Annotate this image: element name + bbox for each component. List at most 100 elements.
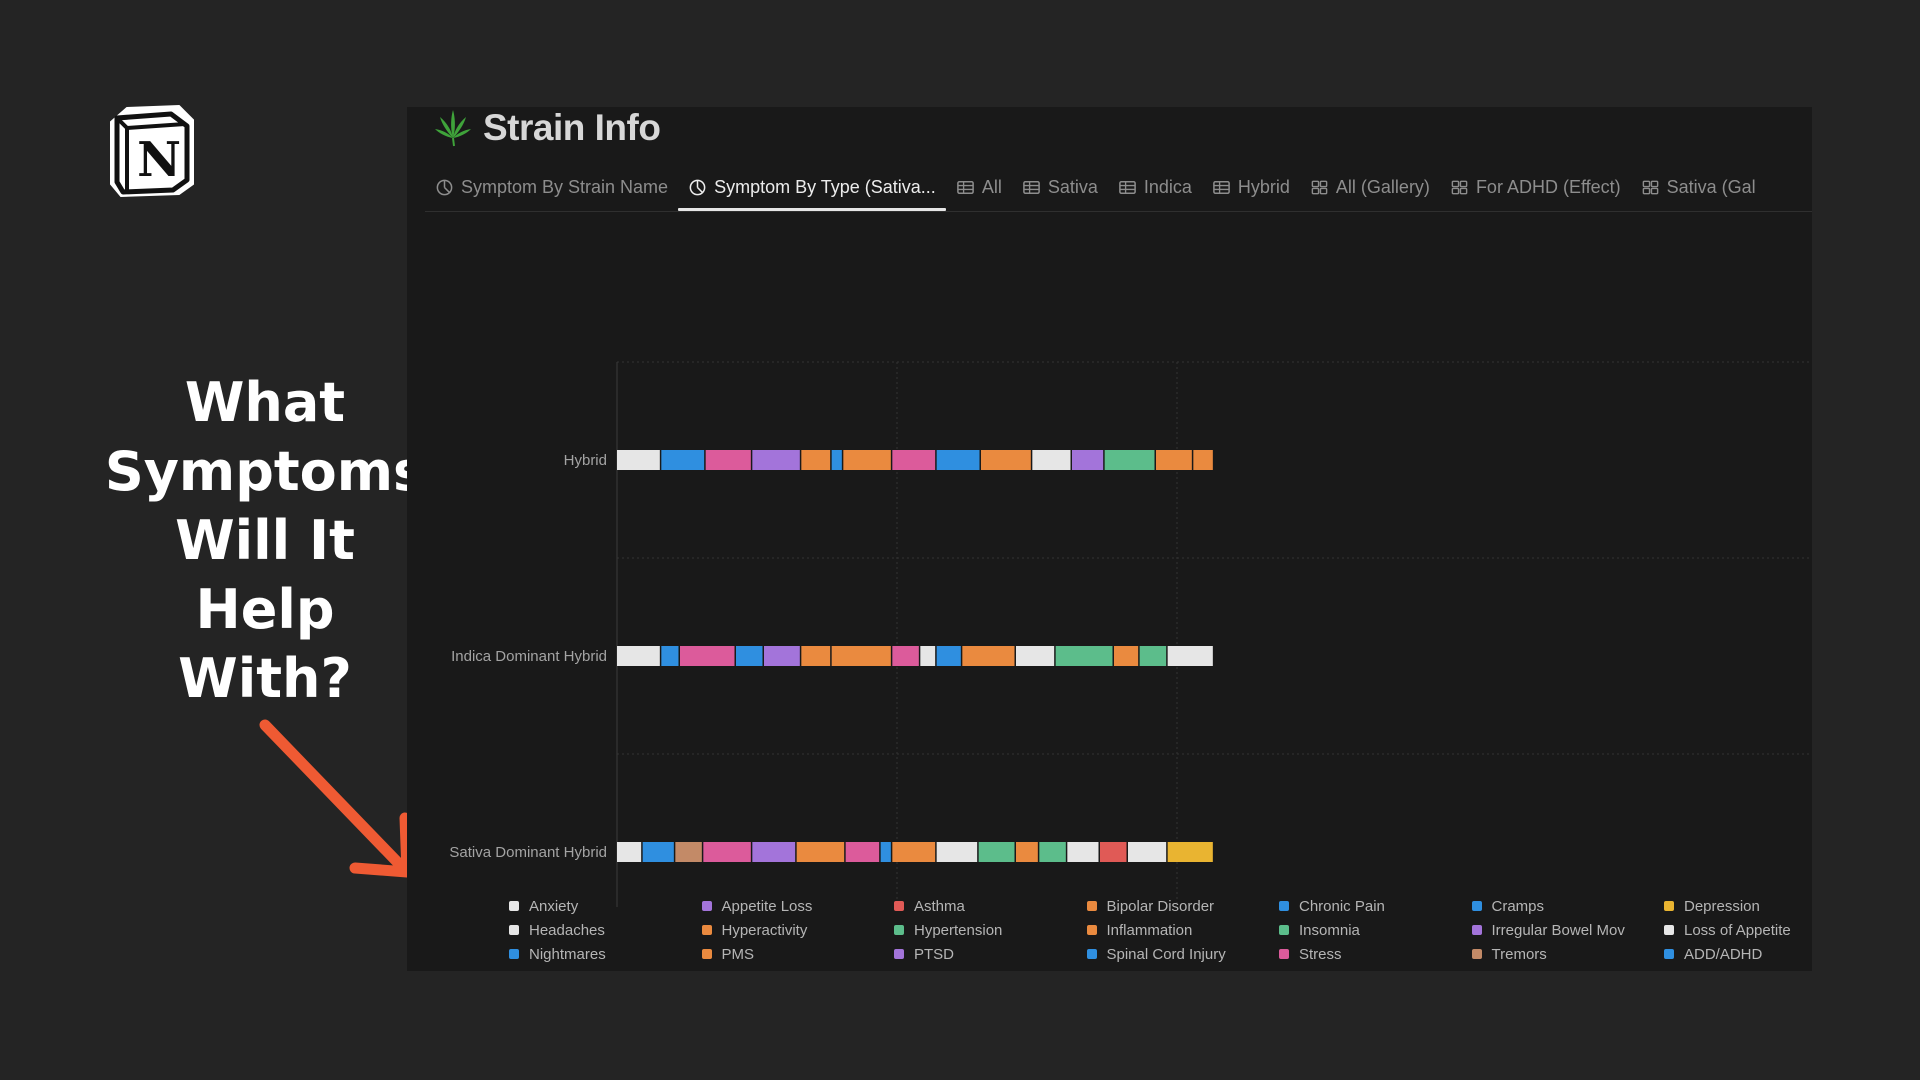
tab-0[interactable]: Symptom By Strain Name [425,165,678,209]
legend-item[interactable]: Irregular Bowel Mov [1471,921,1665,939]
tab-8[interactable]: Sativa (Gal [1631,165,1766,209]
legend-item[interactable]: Spinal Cord Injury [1086,945,1280,963]
legend-item[interactable]: Insomnia [1279,921,1472,939]
tab-label: Sativa (Gal [1666,176,1756,197]
bar-segment [752,842,796,862]
bar-segment [617,450,660,470]
legend-swatch [1279,925,1289,935]
bar-segment [661,450,705,470]
gallery-icon [1642,180,1658,194]
legend-item[interactable]: Headaches [509,921,702,939]
bar-segment [752,450,800,470]
tab-2[interactable]: All [946,165,1012,209]
legend-swatch [509,901,519,911]
arrow-icon [259,719,413,878]
tab-label: Symptom By Type (Sativa... [714,176,936,197]
legend-item[interactable]: Loss of Appetite [1664,921,1812,939]
legend-swatch [894,901,904,911]
bar-segment [831,450,842,470]
bar-segment [642,842,674,862]
legend-item[interactable]: Anxiety [509,897,702,915]
legend-label: Appetite Loss [721,897,813,915]
legend-label: Bipolar Disorder [1106,897,1215,915]
view-tabs: Symptom By Strain Name Symptom By Type (S… [425,165,1812,212]
legend-item[interactable]: PMS [701,945,895,963]
bar-segment [764,646,800,666]
legend-item[interactable]: Inflammation [1086,921,1280,939]
legend-item[interactable]: ADD/ADHD [1664,945,1812,963]
legend-item[interactable]: Nightmares [509,945,702,963]
legend-swatch [894,949,904,959]
legend-label: Insomnia [1299,921,1360,939]
headline-line: Help [195,578,335,641]
legend-item[interactable]: Tremors [1471,945,1665,963]
bar-segment [1167,646,1213,666]
tab-5[interactable]: Hybrid [1202,165,1300,209]
bar-segment [981,450,1031,470]
headline-line: Symptoms [104,440,426,503]
chart-legend: Anxiety Appetite Loss Asthma Bipolar Disord… [509,897,1809,963]
y-tick-label: Sativa Dominant Hybrid [449,844,607,861]
legend-swatch [1086,901,1097,911]
bar-segment [1167,842,1213,862]
bar-segment [680,646,735,666]
tab-label: All [981,176,1002,197]
legend-label: PMS [721,945,755,963]
bar-segment [962,646,1015,666]
tab-label: Sativa [1047,176,1098,197]
notion-logo: N [107,104,197,198]
tab-label: Hybrid [1237,176,1290,197]
legend-swatch [1086,925,1097,935]
table-icon [1022,180,1040,194]
legend-item[interactable]: Depression [1664,897,1812,915]
legend-swatch [1664,949,1674,959]
legend-item[interactable]: Chronic Pain [1279,897,1472,915]
legend-label: Chronic Pain [1299,897,1385,915]
bar-segment [1016,646,1055,666]
tab-3[interactable]: Sativa [1012,165,1108,209]
tab-label: All (Gallery) [1335,176,1430,197]
bar-segment [1193,450,1213,470]
legend-swatch [1664,925,1674,935]
legend-swatch [1279,901,1289,911]
bar-segment [703,842,751,862]
legend-item[interactable]: Bipolar Disorder [1086,897,1280,915]
bar-segment [1128,842,1167,862]
legend-item[interactable]: Hypertension [894,921,1087,939]
tab-7[interactable]: For ADHD (Effect) [1440,165,1631,209]
legend-swatch [509,949,519,959]
tab-label: Indica [1143,176,1192,197]
tab-1[interactable]: Symptom By Type (Sativa... [678,165,946,211]
headline-line: Will It [175,509,355,572]
bar-segment [675,842,702,862]
bar-segment [978,842,1015,862]
gallery-icon [1451,180,1468,194]
bar-segment [617,842,642,862]
legend-item[interactable]: Asthma [894,897,1087,915]
legend-item[interactable]: Stress [1279,945,1472,963]
tab-6[interactable]: All (Gallery) [1300,165,1440,209]
tab-label: Symptom By Strain Name [461,176,669,197]
legend-swatch [701,901,712,911]
legend-swatch [1086,949,1097,959]
legend-item[interactable]: Hyperactivity [701,921,895,939]
bar-segment [1055,646,1113,666]
bar-segment [936,646,961,666]
notion-panel: Strain Info Symptom By Strain Name Sympto… [407,107,1812,971]
legend-item[interactable]: Appetite Loss [701,897,895,915]
bar-segment [845,842,880,862]
page-title: Strain Info [483,107,661,148]
bar-segment [1104,450,1155,470]
legend-label: Irregular Bowel Mov [1491,921,1625,939]
legend-item[interactable]: Cramps [1471,897,1665,915]
legend-label: Asthma [914,897,965,915]
bar-segment [661,646,679,666]
legend-label: Spinal Cord Injury [1106,945,1226,963]
legend-swatch [1279,949,1289,959]
bar-segment [892,842,936,862]
legend-label: Inflammation [1106,921,1193,939]
legend-label: Anxiety [529,897,579,915]
page-header: Strain Info [433,107,661,149]
legend-item[interactable]: PTSD [894,945,1087,963]
tab-4[interactable]: Indica [1108,165,1202,209]
